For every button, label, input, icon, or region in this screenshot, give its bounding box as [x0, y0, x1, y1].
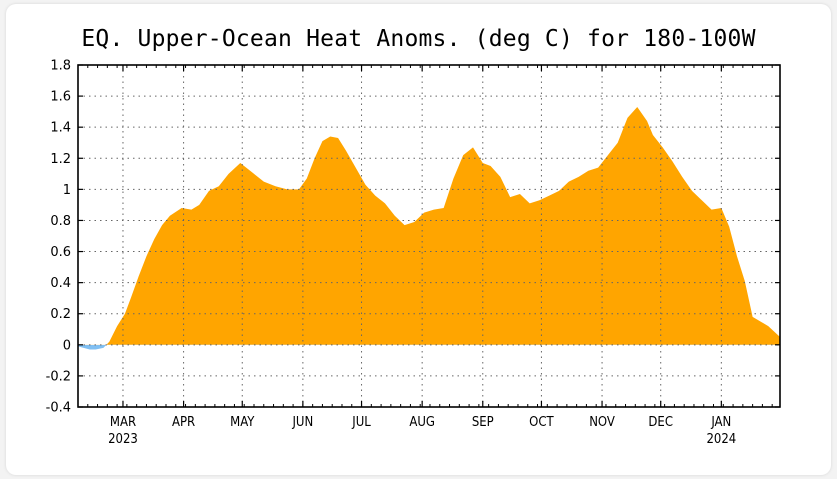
x-tick-label: MAY [230, 415, 255, 430]
axis-layer: -0.4 -0.2 0 0.2 0.4 0.6 0.8 1 1.2 1.4 1.6 1.8 MAR 202… [46, 59, 780, 447]
chart-title: EQ. Upper-Ocean Heat Anoms. (deg C) for … [81, 26, 756, 52]
x-year-label: 2024 [706, 432, 736, 447]
x-tick-label: APR [172, 415, 195, 430]
x-tick-label: JUL [351, 415, 371, 430]
y-tick-label: -0.2 [46, 369, 71, 384]
y-tick-label: 0.6 [50, 245, 71, 260]
x-year-label: 2023 [108, 432, 138, 447]
y-tick-label: 1.2 [50, 152, 71, 167]
x-tick-label: AUG [409, 415, 435, 430]
y-tick-label: 0.2 [50, 307, 71, 322]
x-tick-label: MAR [110, 415, 136, 430]
plot-frame [77, 64, 781, 408]
y-tick-label: 1.6 [50, 90, 71, 105]
x-tick-label: DEC [648, 415, 673, 430]
x-tick-label: OCT [529, 415, 554, 430]
x-tick-label: JUN [291, 415, 313, 430]
y-tick-label: 0.8 [50, 214, 71, 229]
grid-layer [78, 65, 780, 407]
y-tick-label: 1.8 [50, 59, 71, 74]
negative-anomaly-area [78, 344, 107, 350]
x-tick-label: SEP [472, 415, 494, 430]
y-tick-label: 0 [63, 338, 71, 353]
y-tick-label: -0.4 [46, 401, 71, 416]
x-tick-label: NOV [589, 415, 615, 430]
area-layer [78, 106, 780, 350]
positive-anomaly-area [78, 106, 780, 345]
y-tick-label: 0.4 [50, 276, 71, 291]
y-tick-label: 1 [63, 183, 71, 198]
x-tick-label: JAN [710, 415, 731, 430]
y-tick-label: 1.4 [50, 121, 71, 136]
